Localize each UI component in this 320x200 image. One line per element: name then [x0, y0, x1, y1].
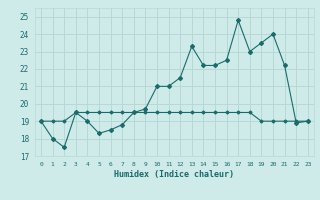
- X-axis label: Humidex (Indice chaleur): Humidex (Indice chaleur): [115, 170, 235, 179]
